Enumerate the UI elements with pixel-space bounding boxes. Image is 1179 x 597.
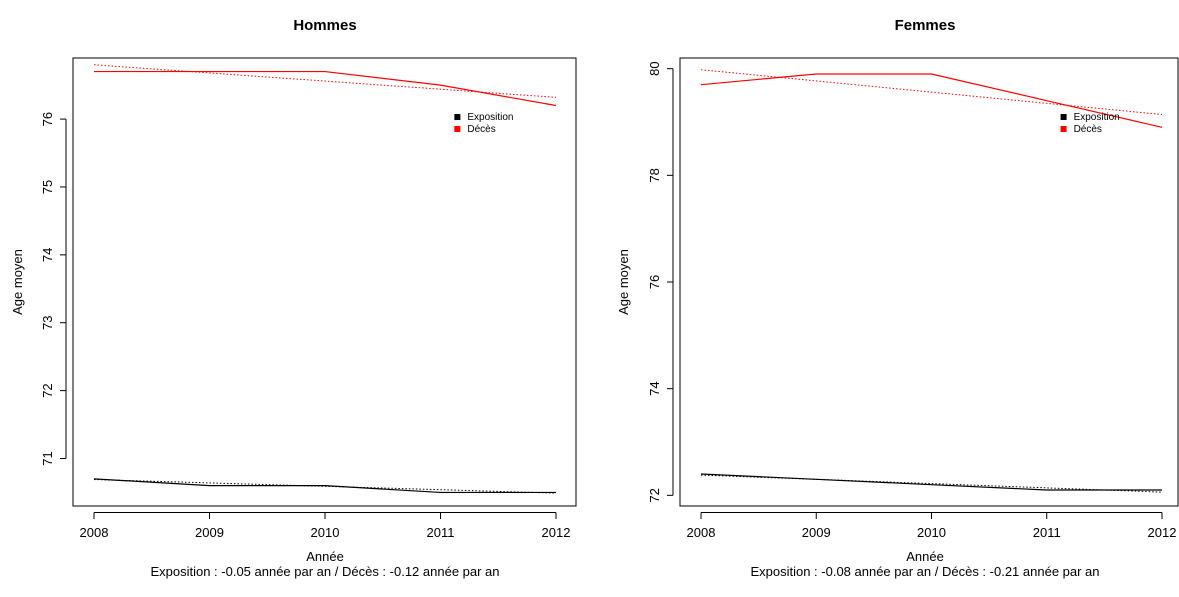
- x-tick-label: 2010: [917, 525, 946, 540]
- series-line-deces: [700, 73, 1163, 128]
- x-axis-label: Année: [906, 549, 944, 564]
- y-tick-label: 75: [40, 180, 55, 194]
- y-tick-label: 74: [647, 381, 662, 395]
- chart-subtitle: Exposition : -0.08 année par an / Décès …: [750, 564, 1099, 579]
- y-axis-label: Age moyen: [10, 249, 25, 315]
- x-tick-label: 2012: [542, 525, 571, 540]
- legend-swatch-exposition: [454, 114, 461, 120]
- x-tick-label: 2009: [802, 525, 831, 540]
- series-line-exposition: [700, 473, 1162, 491]
- x-tick-label: 2009: [195, 525, 224, 540]
- plot-frame: [679, 57, 1179, 507]
- chart-title: Hommes: [293, 17, 356, 34]
- x-tick-label: 2012: [1148, 525, 1177, 540]
- x-axis-label: Année: [306, 549, 344, 564]
- chart-title: Femmes: [895, 17, 956, 34]
- legend-label-deces: Décès: [467, 124, 495, 135]
- chart-panel-0: Hommes 2008 2009 2010 2011 2012 71 72 73 74 75 76 An…: [10, 17, 577, 579]
- legend-label-exposition: Exposition: [1074, 112, 1120, 123]
- y-tick-label: 80: [647, 61, 662, 75]
- series-line-exposition: [93, 478, 556, 494]
- y-tick-label: 73: [40, 315, 55, 329]
- legend-label-exposition: Exposition: [467, 112, 513, 123]
- x-tick-label: 2011: [427, 525, 455, 540]
- y-tick-label: 78: [647, 168, 662, 182]
- y-tick-label: 76: [647, 275, 662, 289]
- y-tick-label: 74: [40, 248, 55, 262]
- plot-frame: [72, 57, 577, 507]
- series-line-deces: [94, 70, 557, 107]
- legend-label-deces: Décès: [1074, 124, 1102, 135]
- y-tick-label: 71: [40, 451, 55, 465]
- trend-line-deces: [93, 64, 557, 98]
- legend-swatch-deces: [454, 126, 461, 132]
- y-axis-label: Age moyen: [616, 249, 631, 315]
- legend-swatch-exposition: [1060, 114, 1067, 120]
- y-tick-label: 72: [40, 383, 55, 397]
- x-tick-label: 2010: [311, 525, 340, 540]
- x-tick-label: 2008: [687, 525, 716, 540]
- trend-line-exposition: [93, 479, 557, 494]
- x-tick-label: 2011: [1033, 525, 1061, 540]
- y-tick-label: 76: [40, 112, 55, 126]
- y-tick-label: 72: [647, 488, 662, 502]
- chart-subtitle: Exposition : -0.05 année par an / Décès …: [150, 564, 499, 579]
- trend-line-deces: [700, 69, 1163, 116]
- chart-panel-1: Femmes 2008 2009 2010 2011 2012 72 74 76 78 80 Anné…: [616, 17, 1179, 579]
- legend-swatch-deces: [1060, 126, 1067, 132]
- x-tick-label: 2008: [80, 525, 109, 540]
